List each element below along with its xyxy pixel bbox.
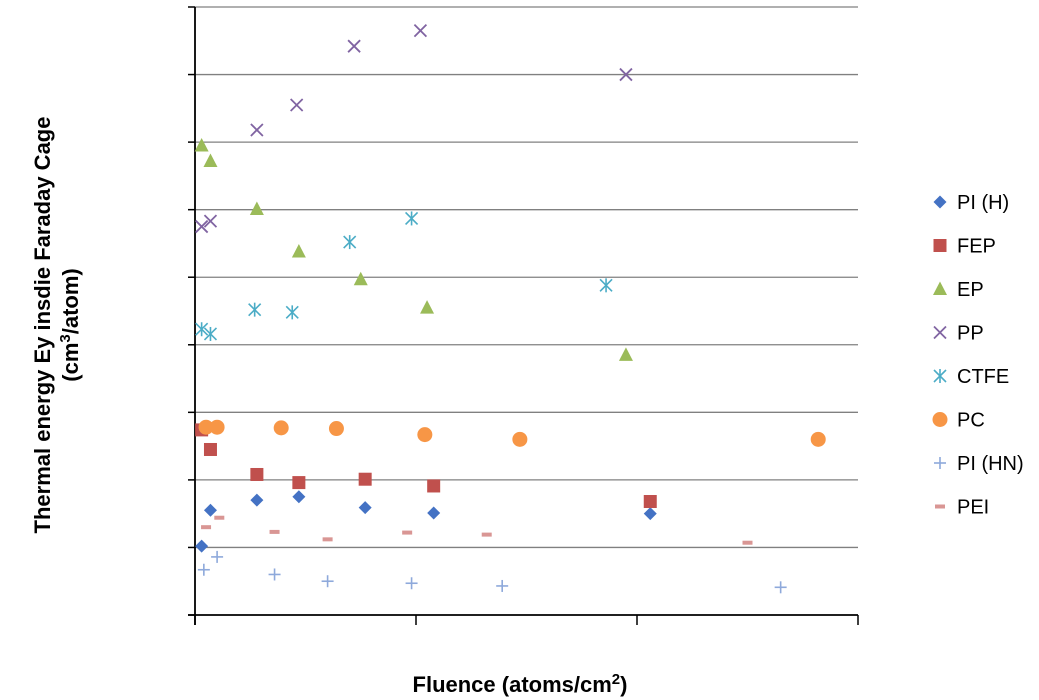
point-fep (250, 467, 264, 481)
point-pi-h (427, 506, 441, 520)
y-axis-title: Thermal energy Ey insdie Faraday Cage (c… (30, 117, 83, 534)
series-pei (201, 515, 753, 545)
point-pi-h (292, 490, 306, 504)
legend-item-ep: EP (933, 279, 984, 301)
point-pi-hn (774, 581, 787, 594)
point-fep (203, 442, 217, 456)
point-pei (214, 515, 225, 520)
point-pp (347, 39, 361, 53)
point-pi-h (643, 507, 657, 521)
point-pc (328, 421, 344, 437)
legend-marker-pei (935, 504, 945, 509)
point-pei (481, 532, 492, 537)
series-ctfe (195, 211, 613, 341)
legend-marker-pp (933, 325, 947, 340)
point-ep (618, 347, 633, 361)
point-ctfe (285, 305, 299, 320)
point-pei (201, 525, 212, 530)
legend-marker-ep (933, 281, 947, 295)
y-axis-title-line2: (cm3/atom) (57, 268, 84, 381)
point-pp (413, 24, 428, 38)
point-ctfe (248, 302, 262, 317)
legend-label-fep: FEP (957, 236, 996, 258)
point-pei (402, 530, 413, 535)
point-pi-h (358, 501, 372, 515)
legend-label-ctfe: CTFE (957, 366, 1009, 388)
point-ep (353, 271, 368, 286)
point-pp (250, 123, 264, 137)
point-fep (358, 472, 372, 486)
legend-label-pi-hn: PI (HN) (957, 453, 1024, 475)
x-axis-title: Fluence (atoms/cm2) (413, 671, 628, 698)
point-pc (512, 431, 528, 447)
legend-label-pei: PEI (957, 497, 989, 519)
series-ep (194, 137, 633, 361)
series-pi-h (195, 490, 657, 553)
point-ctfe (195, 322, 209, 337)
point-pei (322, 537, 333, 542)
point-pc (810, 431, 826, 447)
point-pp (290, 98, 304, 112)
point-pi-hn (405, 577, 418, 590)
point-ep (194, 137, 209, 152)
point-ep (203, 153, 218, 168)
point-pi-hn (197, 563, 210, 576)
legend-item-pi-hn: PI (HN) (934, 453, 1024, 475)
point-pi-hn (211, 550, 224, 563)
legend-marker-pc (932, 412, 948, 427)
point-pi-h (195, 539, 209, 553)
point-pei (269, 529, 280, 534)
legend-marker-fep (933, 239, 947, 252)
axes (188, 6, 859, 625)
legend-item-pei: PEI (935, 497, 989, 519)
point-ctfe (343, 235, 357, 250)
legend-label-pc: PC (957, 410, 985, 432)
data-points (194, 24, 826, 594)
legend: PI (H) FEP EP PP CTFE PC PI (HN) PEI (932, 192, 1024, 519)
legend-item-pc: PC (932, 410, 985, 432)
point-pc (273, 420, 289, 436)
point-pc (417, 427, 433, 443)
point-ctfe (203, 326, 218, 341)
point-fep (643, 495, 657, 509)
point-pc (209, 419, 225, 435)
legend-marker-pi-h (933, 195, 947, 209)
legend-item-pi-h: PI (H) (933, 192, 1009, 214)
point-fep (427, 479, 441, 493)
point-pei (742, 540, 753, 545)
series-pc (198, 419, 826, 447)
legend-label-pp: PP (957, 323, 984, 345)
series-pp (194, 24, 633, 234)
point-ctfe (599, 278, 613, 293)
legend-item-pp: PP (933, 323, 984, 345)
y-axis-title-line1: Thermal energy Ey insdie Faraday Cage (30, 117, 55, 534)
point-pp (194, 219, 209, 234)
point-ep (420, 300, 435, 314)
legend-label-ep: EP (957, 279, 984, 301)
point-ep (291, 244, 306, 258)
series-pi-hn (197, 550, 787, 594)
point-pi-h (203, 503, 217, 517)
point-pp (203, 214, 218, 228)
point-pc (198, 419, 214, 435)
point-pi-hn (268, 568, 281, 581)
point-fep (292, 476, 306, 490)
gridlines (195, 6, 858, 549)
legend-marker-ctfe (933, 369, 947, 383)
legend-label-pi-h: PI (H) (957, 192, 1009, 214)
point-ep (249, 201, 264, 215)
point-ctfe (405, 211, 419, 226)
point-pi-h (250, 493, 264, 507)
point-pi-hn (496, 579, 509, 592)
legend-item-fep: FEP (933, 236, 996, 258)
point-pp (619, 67, 633, 82)
point-pi-hn (321, 575, 334, 588)
legend-marker-pi-hn (934, 457, 946, 469)
legend-item-ctfe: CTFE (933, 366, 1009, 388)
